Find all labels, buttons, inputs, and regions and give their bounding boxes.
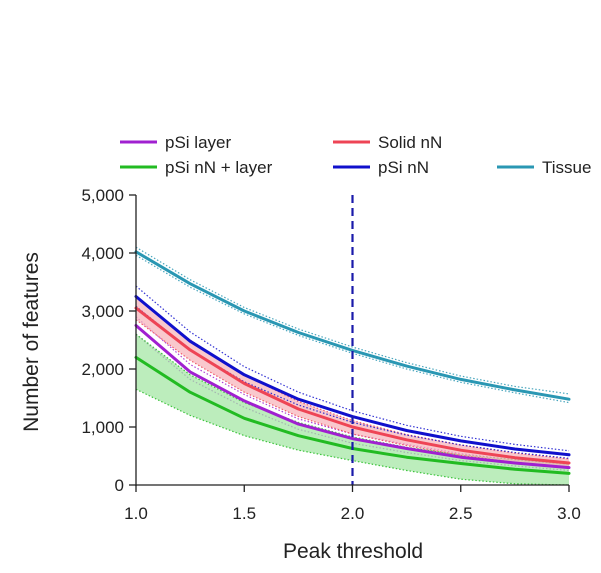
series-line-0 (134, 324, 571, 470)
legend-label-2: Solid nN (378, 133, 442, 152)
series-line-4 (134, 250, 571, 401)
legend-label-3: pSi nN (378, 158, 429, 177)
band-lower-1 (135, 388, 570, 486)
x-tick-label: 1.0 (124, 504, 148, 523)
y-tick-label: 2,000 (81, 360, 124, 379)
y-axis-title: Number of features (20, 252, 43, 432)
y-tick-label: 0 (115, 476, 124, 495)
y-tick-label: 5,000 (81, 186, 124, 205)
x-tick-label: 2.5 (449, 504, 473, 523)
band-upper-2 (135, 296, 570, 460)
x-tick-label: 2.0 (341, 504, 365, 523)
y-tick-label: 1,000 (81, 418, 124, 437)
legend-label-1: pSi nN + layer (165, 158, 273, 177)
legend-label-0: pSi layer (165, 133, 231, 152)
legend: pSi layer pSi nN + layer Solid nN pSi nN Tis… (120, 133, 591, 177)
series-line-2 (134, 306, 571, 465)
x-tick-label: 3.0 (557, 504, 581, 523)
band-upper-4 (135, 246, 570, 395)
x-axis-title: Peak threshold (283, 540, 423, 563)
legend-label-4: Tissue (542, 158, 591, 177)
axes: 1.0 1.5 2.0 2.5 3.0 0 1,000 2,000 3,000 4,000 5,00… (81, 186, 580, 523)
x-tick-label: 1.5 (232, 504, 256, 523)
y-tick-label: 3,000 (81, 302, 124, 321)
y-tick-label: 4,000 (81, 244, 124, 263)
